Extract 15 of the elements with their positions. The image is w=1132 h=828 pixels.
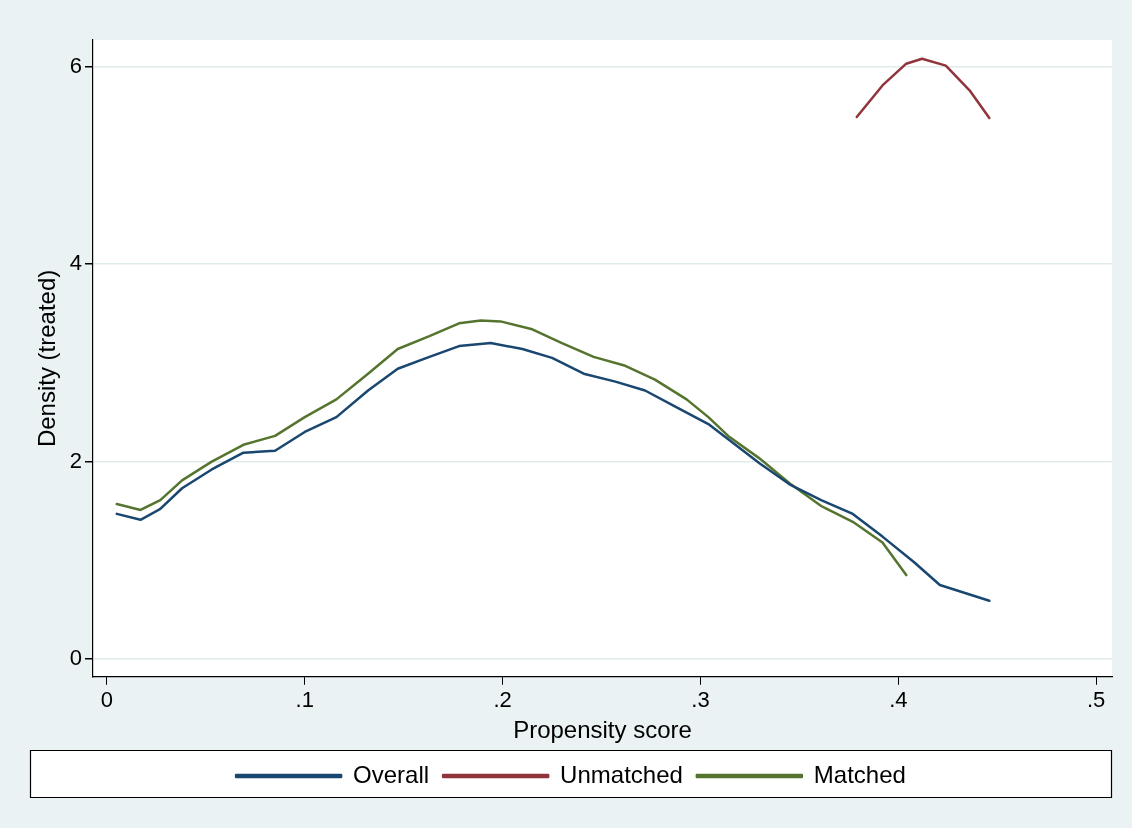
x-axis-title: Propensity score: [513, 716, 692, 744]
y-axis-title: Density (treated): [33, 269, 61, 448]
y-tick-label: 4: [69, 250, 83, 276]
legend-label: Matched: [813, 760, 906, 788]
x-tick-label: .5: [1086, 687, 1106, 713]
y-tick-label: 2: [69, 447, 83, 473]
x-tick-label: .3: [691, 687, 710, 713]
x-tick-label: .4: [889, 687, 908, 713]
x-tick-label: .1: [295, 687, 314, 713]
x-tick-label: .2: [493, 687, 512, 713]
y-tick-label: 6: [69, 52, 83, 78]
y-tick-label: 0: [69, 645, 83, 671]
x-tick-label: 0: [100, 687, 114, 713]
legend-label: Overall: [353, 760, 430, 788]
legend-label: Unmatched: [560, 760, 683, 788]
